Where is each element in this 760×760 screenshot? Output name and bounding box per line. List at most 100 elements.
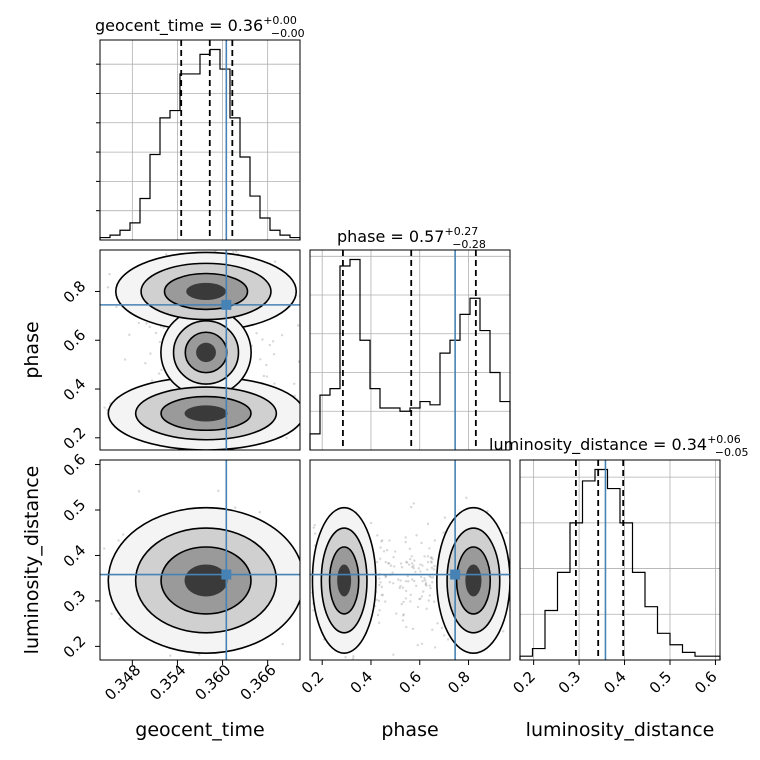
sample-point [378, 583, 381, 587]
sample-point [426, 522, 430, 526]
xlabel-phase: phase [381, 719, 438, 741]
panel-frame [99, 39, 301, 241]
sample-point [410, 562, 414, 565]
sample-point [198, 653, 201, 656]
density-contour [465, 564, 482, 597]
sample-point [430, 566, 434, 570]
sample-point [305, 589, 307, 591]
sample-point [427, 599, 430, 602]
histogram-luminosity-distance [519, 468, 721, 660]
sample-point [430, 556, 433, 559]
x-tick-label: 0.366 [237, 661, 280, 704]
sample-point [378, 609, 381, 612]
sample-point [405, 561, 409, 564]
density-contour [186, 282, 226, 301]
sample-point [408, 547, 412, 551]
sample-point [272, 353, 276, 356]
sample-point [381, 539, 384, 542]
sample-point [424, 582, 428, 585]
sample-point [352, 655, 355, 658]
sample-point [87, 271, 89, 273]
sample-point [108, 272, 111, 276]
histogram-geocent-time [99, 48, 301, 240]
sample-point [431, 628, 434, 631]
sample-point [162, 326, 165, 330]
title-geocent-time: geocent_time = 0.36+0.00 −0.00 [95, 14, 305, 40]
sample-point [389, 564, 393, 567]
sample-point [150, 379, 154, 382]
sample-point [392, 565, 396, 568]
density-contour [196, 342, 216, 363]
sample-point [405, 625, 408, 629]
sample-point [410, 565, 414, 569]
sample-point [378, 577, 381, 580]
sample-point [255, 331, 258, 335]
y-tick-label: 0.6 [60, 450, 90, 480]
sample-point [416, 644, 419, 647]
panel-2d-geocent-time-luminosity-distance: 0.2 0.3 0.4 0.5 0.6 [60, 450, 307, 662]
sample-point [443, 516, 447, 519]
sample-point [265, 375, 269, 378]
sample-point [398, 586, 401, 590]
sample-point [418, 597, 421, 601]
sample-point [378, 557, 382, 560]
sample-point [388, 580, 391, 584]
sample-point [93, 617, 95, 619]
sample-point [421, 564, 424, 567]
sample-point [265, 363, 268, 367]
sample-point [413, 579, 416, 583]
sample-point [416, 605, 420, 609]
sample-point [429, 586, 432, 590]
sample-point [426, 555, 430, 558]
sample-point [392, 653, 395, 656]
y-tick-label: 0.3 [60, 587, 90, 617]
sample-point [426, 568, 429, 571]
sample-point [428, 594, 432, 597]
sample-point [233, 506, 237, 509]
sample-point [144, 361, 147, 365]
x-tick-label: 0.2 [298, 668, 328, 698]
ylabel-luminosity-distance: luminosity_distance [21, 466, 43, 655]
sample-point [384, 560, 387, 564]
sample-point [429, 560, 433, 563]
x-tick-label: 0.3 [555, 668, 585, 698]
sample-point [128, 333, 131, 337]
panel-frame [309, 249, 511, 451]
y-tick-label: 0.2 [60, 632, 90, 662]
sample-point [382, 550, 386, 553]
sample-point [516, 655, 518, 657]
sample-point [409, 505, 413, 509]
sample-point [404, 540, 407, 544]
sample-point [103, 406, 106, 409]
sample-point [417, 567, 421, 570]
sample-point [232, 250, 235, 254]
sample-point [383, 600, 387, 603]
y-tick-label: 0.4 [60, 375, 90, 405]
y-tick-label: 0.6 [60, 326, 90, 356]
sample-point [423, 555, 426, 558]
sample-point [423, 577, 426, 580]
sample-point [433, 539, 437, 542]
sample-point [412, 566, 415, 570]
sample-point [410, 578, 414, 581]
sample-point [412, 564, 415, 567]
x-tick-label: 0.6 [395, 668, 425, 698]
panel-content [310, 460, 518, 660]
sample-point [376, 613, 380, 617]
sample-point [235, 250, 238, 253]
sample-point [380, 593, 384, 597]
sample-point [106, 286, 110, 289]
sample-point [411, 627, 415, 631]
sample-point [388, 539, 391, 542]
x-tick-label: 0.4 [347, 668, 377, 698]
sample-point [376, 534, 379, 537]
x-tick-label: 0.6 [691, 668, 721, 698]
sample-point [377, 599, 381, 603]
sample-point [407, 563, 411, 566]
sample-point [395, 612, 398, 615]
sample-point [384, 576, 387, 579]
panel-frame [99, 249, 301, 451]
sample-point [431, 558, 434, 561]
sample-point [375, 561, 379, 564]
